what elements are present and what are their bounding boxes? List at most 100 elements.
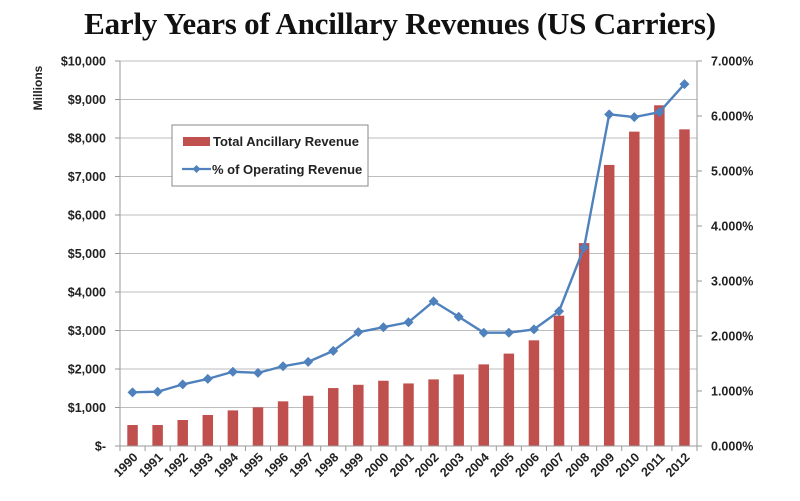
marker-2002 — [428, 296, 439, 307]
legend-swatch-marker — [192, 165, 201, 173]
bar-2007 — [553, 315, 565, 446]
left-tick-label: $4,000 — [68, 286, 106, 300]
bar-1992 — [177, 420, 188, 446]
marker-1995 — [252, 367, 263, 378]
right-tick-label: 1.000% — [711, 385, 753, 399]
legend-label-bar: Total Ancillary Revenue — [213, 134, 359, 149]
marker-1997 — [303, 356, 314, 367]
bar-2000 — [378, 380, 389, 446]
x-tick-label: 2001 — [387, 450, 417, 480]
x-tick-label: 2000 — [362, 450, 392, 480]
left-axis-ticks: $- $1,000 $2,000 $3,000 $4,000 $5,000 $6,000 $7… — [61, 55, 106, 454]
marker-2000 — [378, 322, 389, 333]
x-tick-label: 2010 — [613, 450, 643, 480]
marker-2001 — [403, 317, 414, 328]
right-tick-label: 6.000% — [711, 110, 753, 124]
x-axis-ticks: 1990199119921993199419951996199719981999… — [111, 450, 693, 480]
marker-2009 — [604, 109, 615, 120]
bar-2003 — [453, 374, 464, 446]
marker-1992 — [177, 379, 188, 390]
x-tick-label: 2002 — [412, 450, 442, 480]
bar-2008 — [578, 243, 590, 446]
bar-1993 — [202, 415, 214, 446]
left-tick-label: $7,000 — [68, 170, 106, 184]
bar-1998 — [327, 388, 339, 446]
marker-1996 — [278, 361, 289, 372]
right-axis-ticks: 0.000% 1.000% 2.000% 3.000% 4.000% 5.000% 6.00… — [711, 55, 753, 454]
right-tick-label: 3.000% — [711, 275, 753, 289]
marker-1994 — [227, 366, 238, 377]
chart-title: Early Years of Ancillary Revenues (US Ca… — [84, 6, 716, 41]
bar-2006 — [528, 340, 540, 446]
x-tick-label: 2003 — [437, 450, 467, 480]
legend-box — [171, 124, 369, 187]
marker-2005 — [503, 327, 514, 338]
left-tick-label: $9,000 — [68, 93, 106, 107]
marker-2010 — [629, 112, 640, 123]
x-tick-label: 1996 — [262, 450, 292, 480]
bar-2005 — [503, 353, 515, 446]
right-tick-label: 4.000% — [711, 220, 753, 234]
legend-swatch-bar — [183, 137, 210, 146]
bar-2001 — [403, 383, 414, 446]
left-tick-label: $8,000 — [68, 132, 106, 146]
right-tick-label: 7.000% — [711, 55, 753, 69]
x-tick-label: 2008 — [563, 450, 593, 480]
right-tick-label: 5.000% — [711, 165, 753, 179]
x-tick-label: 2004 — [462, 450, 492, 480]
right-tick-label: 2.000% — [711, 330, 753, 344]
x-tick-label: 1999 — [337, 450, 367, 480]
bar-2011 — [654, 105, 665, 447]
x-tick-label: 1992 — [161, 450, 191, 480]
x-tick-label: 1995 — [237, 450, 267, 480]
marker-2003 — [453, 311, 464, 322]
left-tick-label: $5,000 — [68, 247, 106, 261]
bar-1999 — [353, 384, 364, 446]
legend-label-line: % of Operating Revenue — [212, 162, 362, 177]
x-tick-label: 2012 — [663, 450, 693, 480]
x-tick-label: 2005 — [487, 450, 517, 480]
bar-1996 — [277, 401, 289, 446]
x-tick-label: 1993 — [186, 450, 216, 480]
bar-2012 — [679, 129, 690, 446]
x-tick-label: 2011 — [638, 450, 667, 479]
x-tick-label: 1994 — [211, 450, 241, 480]
x-tick-label: 2007 — [538, 450, 568, 480]
bars-series — [127, 105, 690, 447]
marker-2012 — [679, 79, 690, 90]
marker-2008 — [579, 242, 590, 253]
marker-1998 — [328, 345, 339, 356]
bar-2010 — [629, 131, 640, 446]
left-tick-label: $- — [95, 440, 106, 454]
bar-2002 — [428, 379, 439, 446]
bar-1997 — [302, 395, 314, 446]
left-tick-label: $3,000 — [68, 324, 106, 338]
bar-1991 — [152, 425, 163, 446]
marker-2011 — [654, 107, 665, 118]
legend: Total Ancillary Revenue % of Operating R… — [171, 124, 369, 187]
left-tick-label: $1,000 — [68, 401, 106, 415]
y-axis-title: Millions — [31, 65, 45, 110]
x-tick-label: 2006 — [512, 450, 542, 480]
marker-2004 — [478, 327, 489, 338]
bar-2009 — [603, 164, 615, 446]
marker-1993 — [202, 373, 213, 384]
bar-1995 — [252, 407, 264, 446]
marker-1991 — [152, 386, 163, 397]
x-tick-label: 1998 — [312, 450, 342, 480]
axes — [115, 60, 702, 451]
right-tick-label: 0.000% — [711, 440, 753, 454]
bar-1994 — [227, 410, 239, 446]
left-tick-label: $2,000 — [68, 363, 106, 377]
marker-1990 — [127, 387, 138, 398]
x-tick-label: 1990 — [111, 450, 141, 480]
x-tick-label: 1997 — [287, 450, 317, 480]
bar-1990 — [127, 425, 138, 446]
x-tick-label: 2009 — [588, 450, 618, 480]
bar-2004 — [478, 364, 490, 446]
marker-2007 — [554, 306, 565, 317]
left-tick-label: $6,000 — [68, 209, 106, 223]
left-tick-label: $10,000 — [61, 55, 106, 69]
x-tick-label: 1991 — [136, 450, 166, 480]
